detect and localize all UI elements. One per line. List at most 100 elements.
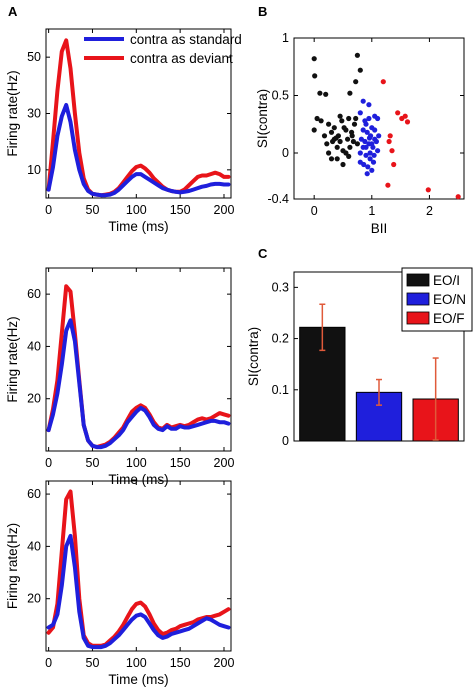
x-tick-label: 100 (126, 656, 147, 670)
x-tick-label: 2 (426, 204, 433, 218)
panel-b-scatter-chart: 0 1 2 -0.4 0 0.5 1 BII SI(contra) (255, 31, 465, 236)
scatter-point-eo-f (395, 110, 401, 116)
scatter-point-eo-f (404, 119, 411, 125)
y-tick-label: 0.2 (272, 332, 289, 346)
series-line-contra-as-standard (46, 103, 231, 198)
y-axis-label: Firing rate(Hz) (5, 70, 20, 156)
legend-label: EO/F (433, 311, 465, 326)
panel-a3-line-chart: 0 50 100 150 200 20 40 60 Time (ms) Firing rate(H… (5, 480, 235, 687)
scatter-point-eo-i (317, 90, 323, 96)
scatter-point-eo-n (372, 127, 378, 133)
panel-letter-a: A (8, 4, 18, 19)
scatter-point-eo-i (346, 115, 352, 122)
scatter-point-eo-n (375, 115, 381, 122)
y-tick-label: 20 (27, 592, 41, 606)
scatter-point-eo-f (385, 182, 391, 188)
scatter-point-eo-i (328, 129, 335, 135)
scatter-point-eo-i (331, 125, 337, 131)
series-line-contra-as-deviant (46, 38, 231, 198)
scatter-point-eo-i (340, 161, 346, 168)
y-tick-label: 50 (27, 50, 41, 64)
scatter-point-eo-n (369, 141, 375, 147)
panel-letter-c: C (258, 246, 268, 261)
scatter-point-eo-f (380, 79, 386, 85)
scatter-point-eo-n (370, 159, 377, 165)
scatter-point-eo-i (337, 138, 343, 145)
x-tick-label: 200 (214, 456, 235, 470)
scatter-point-eo-f (387, 133, 393, 139)
x-tick-label: 0 (45, 203, 52, 217)
scatter-point-eo-n (365, 164, 371, 170)
scatter-point-eo-i (345, 136, 351, 142)
y-axis-label: Firing rate(Hz) (5, 316, 20, 402)
legend-label: contra as deviant (130, 51, 233, 66)
y-tick-label: 0 (282, 146, 289, 160)
scatter-point-eo-f (402, 113, 408, 119)
scatter-point-eo-i (311, 56, 317, 62)
x-tick-label: 0 (311, 204, 318, 218)
scatter-point-eo-i (328, 156, 335, 162)
scatter-point-eo-n (366, 135, 373, 141)
x-axis-label: Time (ms) (108, 219, 168, 234)
scatter-point-eo-n (375, 148, 381, 154)
scatter-point-eo-i (346, 153, 352, 159)
legend-label: EO/N (433, 292, 466, 307)
x-tick-label: 0 (45, 456, 52, 470)
scatter-point-eo-i (314, 115, 320, 122)
scatter-point-eo-i (337, 113, 343, 119)
y-axis-label: SI(contra) (246, 327, 261, 386)
scatter-point-eo-n (360, 98, 366, 104)
scatter-point-eo-n (357, 150, 363, 156)
scatter-point-eo-n (371, 152, 377, 158)
x-tick-label: 200 (214, 656, 235, 670)
x-tick-label: 150 (170, 203, 191, 217)
panel-letter-b: B (258, 4, 267, 19)
scatter-point-eo-i (311, 127, 317, 133)
legend-label: contra as standard (130, 32, 242, 47)
x-tick-label: 100 (126, 203, 147, 217)
panel-a2-line-chart: 0 50 100 150 200 20 40 60 Time (ms) Firing rate(H… (5, 267, 235, 487)
x-axis-label: Time (ms) (108, 472, 168, 487)
scatter-point-eo-i (326, 121, 332, 127)
panel-c-bar-chart: 0 0.1 0.2 0.3 SI(contra) EO/I EO/N EO/F (246, 267, 473, 448)
plot-frame (293, 37, 465, 200)
scatter-point-eo-n (367, 156, 373, 162)
scatter-point-eo-f (425, 187, 431, 193)
scatter-point-eo-i (349, 133, 355, 139)
x-tick-label: 150 (170, 656, 191, 670)
scatter-point-eo-i (334, 144, 340, 150)
legend-swatch (406, 311, 430, 325)
scatter-point-eo-n (367, 150, 373, 156)
series-line-contra-as-standard (46, 318, 231, 450)
x-axis-label: Time (ms) (108, 672, 168, 687)
scatter-point-eo-i (318, 118, 324, 124)
x-tick-label: 50 (86, 203, 100, 217)
x-tick-label: 100 (126, 456, 147, 470)
y-tick-label: 60 (27, 287, 41, 301)
scatter-point-eo-n (366, 102, 372, 108)
scatter-point-eo-f (386, 138, 392, 145)
scatter-point-eo-i (357, 67, 363, 73)
y-tick-label: -0.4 (267, 192, 289, 206)
scatter-point-eo-i (339, 118, 345, 124)
y-tick-label: 40 (27, 339, 41, 353)
y-tick-label: 20 (27, 392, 41, 406)
y-tick-label: 1 (282, 31, 289, 45)
y-axis-label: Firing rate(Hz) (5, 523, 20, 609)
scatter-point-eo-n (364, 129, 370, 135)
scatter-point-eo-i (321, 133, 328, 139)
scatter-point-eo-n (369, 167, 375, 173)
scatter-point-eo-i (350, 138, 356, 145)
scatter-point-eo-i (353, 79, 359, 85)
scatter-point-eo-i (347, 144, 353, 150)
x-tick-label: 0 (45, 656, 52, 670)
y-tick-label: 0.3 (272, 280, 289, 294)
y-tick-label: 0.1 (272, 383, 289, 397)
x-tick-label: 50 (86, 456, 100, 470)
scatter-point-eo-i (323, 91, 329, 97)
scatter-point-eo-n (358, 136, 364, 142)
x-tick-label: 50 (86, 656, 100, 670)
scatter-point-eo-n (360, 127, 366, 133)
scatter-point-eo-i (334, 156, 340, 162)
